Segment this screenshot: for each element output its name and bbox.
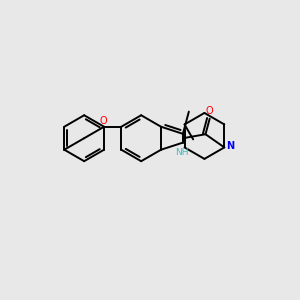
Text: NH: NH [175,148,188,157]
Text: O: O [99,116,107,126]
Text: N: N [226,141,234,151]
Text: O: O [206,106,214,116]
